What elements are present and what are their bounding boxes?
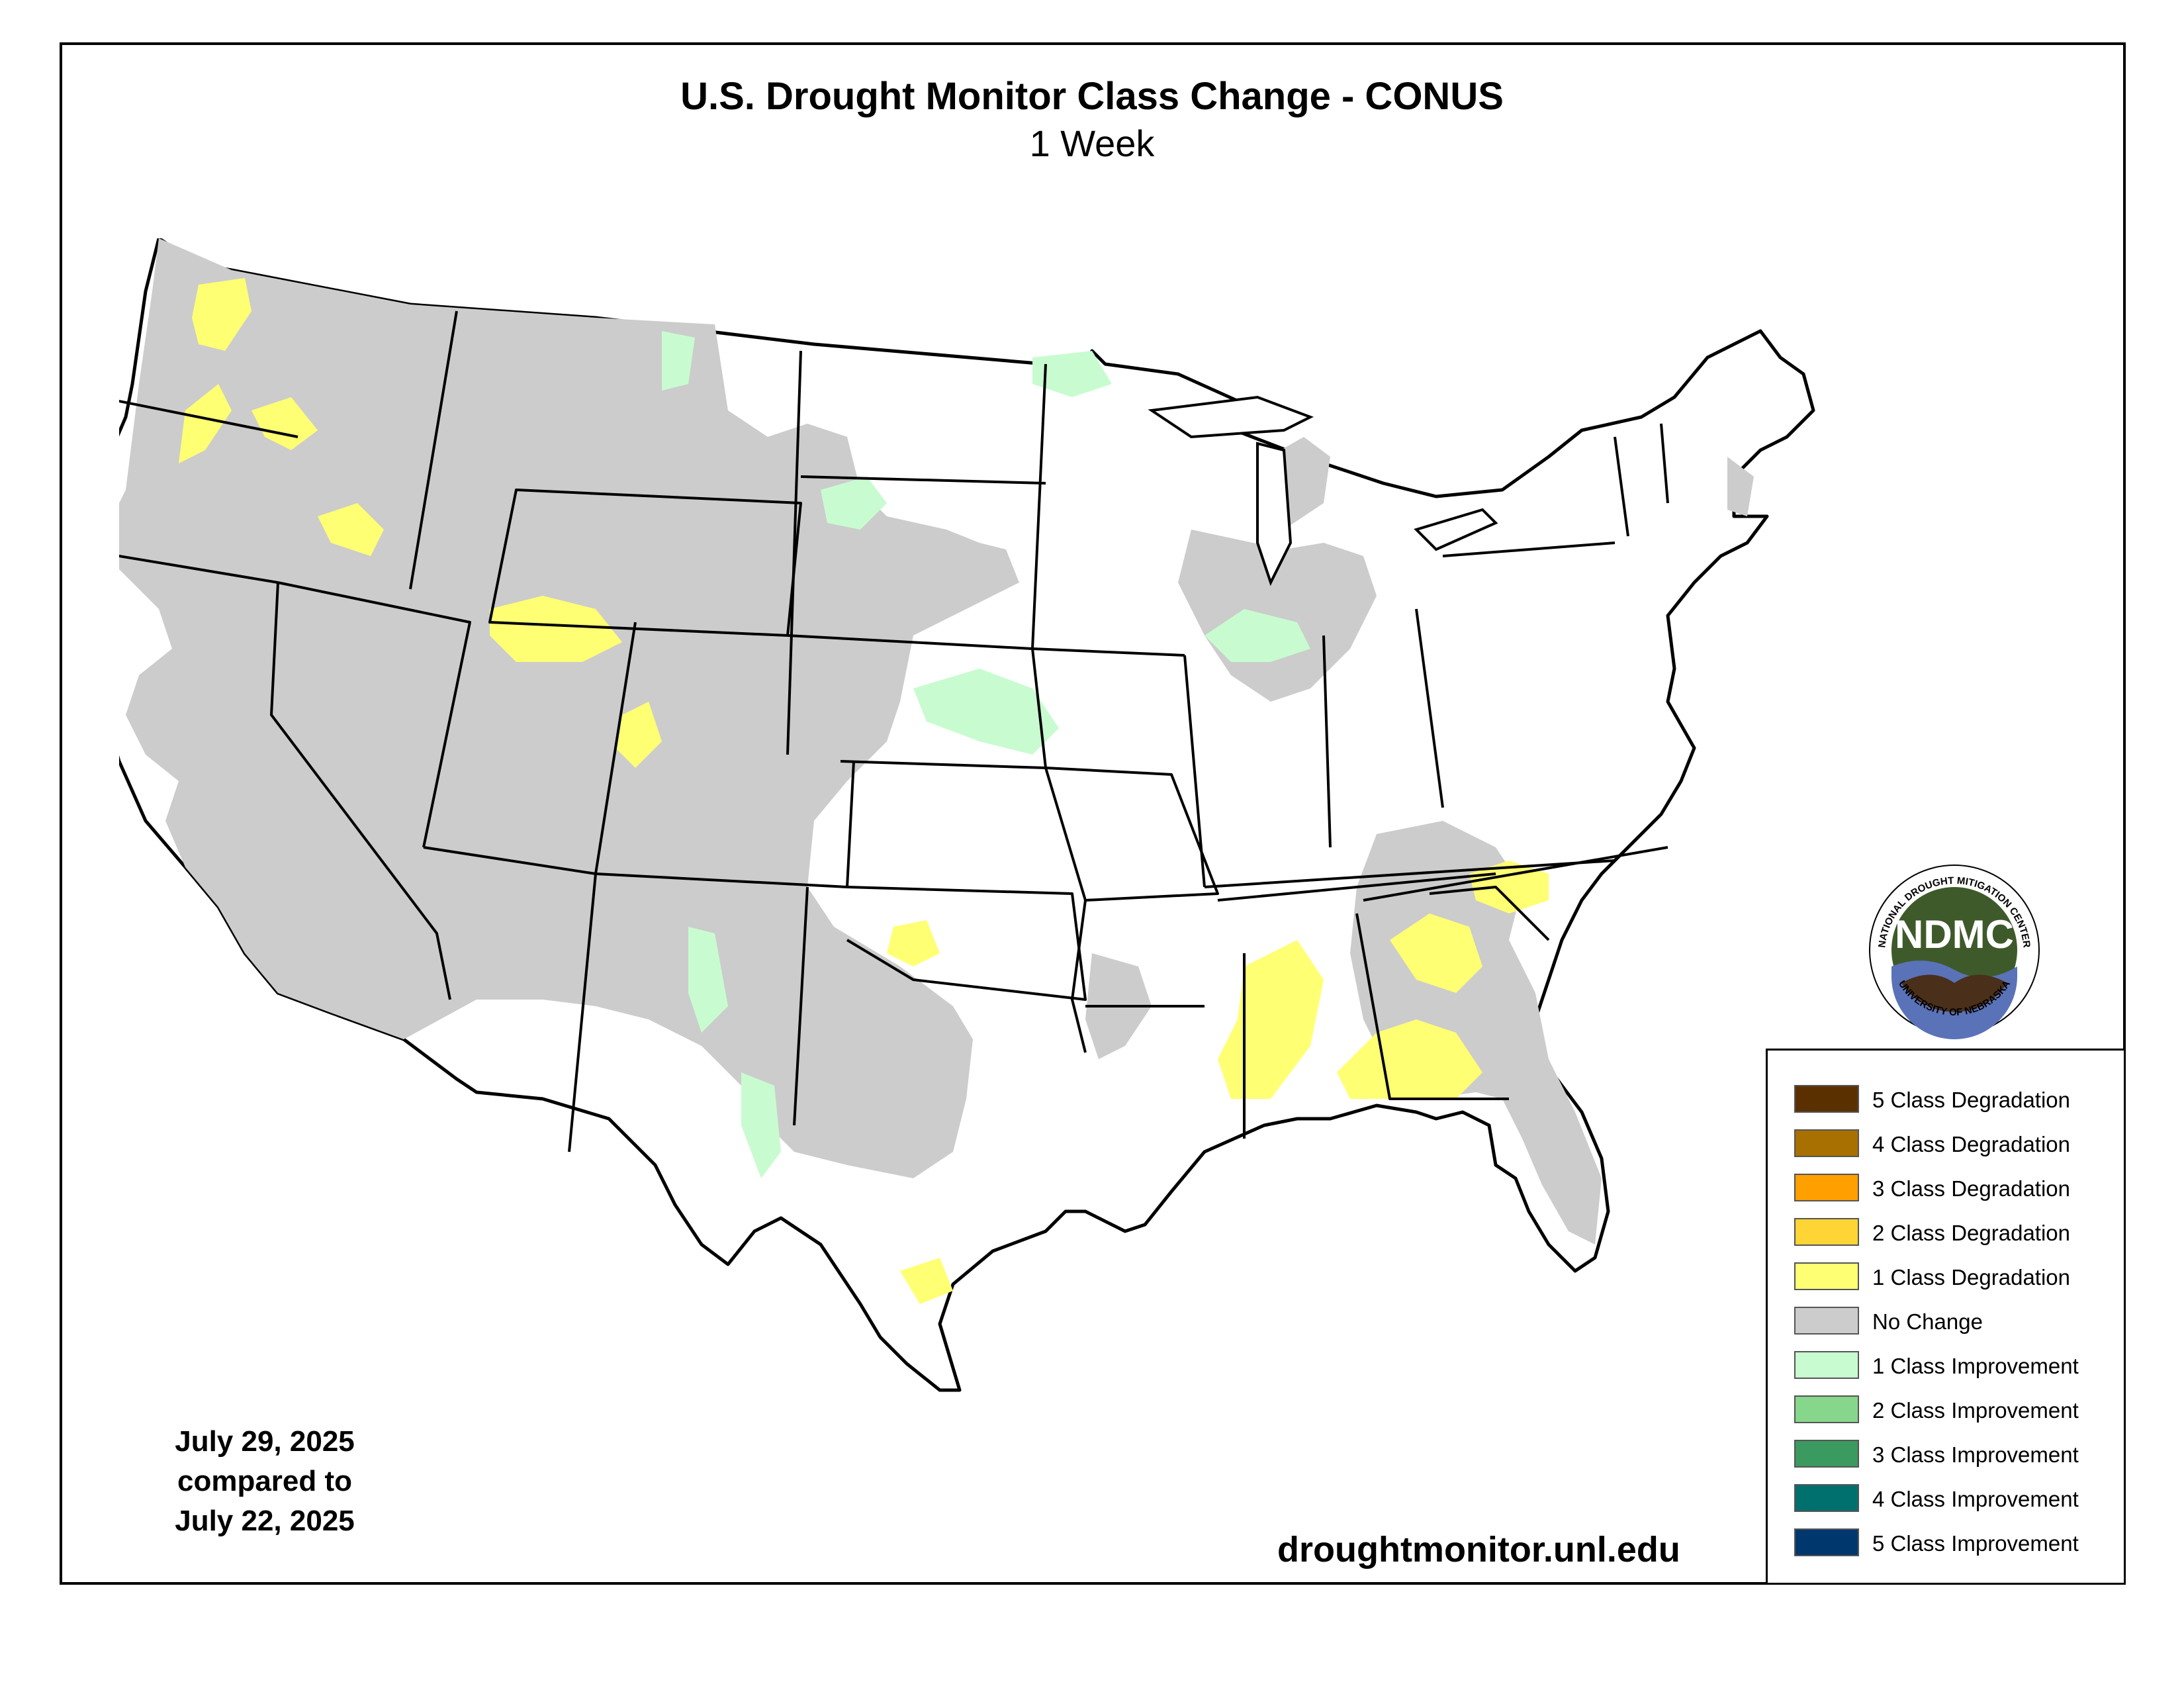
border-id-mt: [409, 310, 458, 590]
date-compared-label: compared to: [177, 1465, 353, 1497]
border-in-oh: [1322, 635, 1332, 848]
border-mississippi: [1031, 363, 1087, 1053]
border-oh-pa: [1415, 608, 1444, 808]
border-nv-ut: [277, 581, 471, 848]
logo-acronym: NDMC: [1895, 912, 2014, 957]
deg-id: [318, 503, 384, 556]
border-mo: [1045, 767, 1219, 902]
nc-west: [119, 238, 1019, 1178]
imp-nd: [1032, 351, 1112, 397]
border-va-nc: [1363, 846, 1668, 902]
border-sd-ne: [787, 634, 1033, 650]
legend-swatch: [1794, 1440, 1859, 1468]
conus-map: [119, 238, 1815, 1392]
map-subtitle: 1 Week: [1029, 122, 1155, 164]
legend-label: 5 Class Degradation: [1872, 1088, 2070, 1112]
legend-label: 2 Class Improvement: [1872, 1398, 2079, 1423]
border-tn-ms: [1217, 872, 1496, 902]
imp-sd: [821, 477, 887, 530]
imp-tx: [741, 1072, 781, 1178]
legend-swatch: [1794, 1528, 1859, 1556]
nc-new-england: [1727, 457, 1754, 516]
deg-ga: [1390, 914, 1482, 993]
date-previous: July 22, 2025: [175, 1505, 355, 1537]
border-wa-or: [119, 399, 298, 438]
border-il-in: [1183, 655, 1206, 888]
imp-nm: [688, 927, 728, 1033]
lake-superior: [1148, 395, 1314, 439]
legend-label: 3 Class Improvement: [1872, 1442, 2079, 1467]
border-nm-tx: [793, 886, 809, 1126]
legend: 5 Class Degradation 4 Class Degradation …: [1766, 1049, 2126, 1585]
legend-label: 1 Class Degradation: [1872, 1265, 2070, 1289]
legend-label: 4 Class Degradation: [1872, 1132, 2070, 1156]
legend-label: 4 Class Improvement: [1872, 1487, 2079, 1511]
imp-nebraska: [913, 669, 1059, 755]
border-ca-nv: [270, 582, 451, 1000]
deg-wy: [490, 596, 622, 662]
legend-label: No Change: [1872, 1309, 1983, 1334]
deg-wa: [192, 278, 251, 351]
legend-swatch: [1794, 1129, 1859, 1157]
improvement-regions: [662, 331, 1310, 1178]
legend-label: 1 Class Improvement: [1872, 1354, 2079, 1378]
legend-label: 5 Class Improvement: [1872, 1531, 2079, 1556]
website-url: droughtmonitor.unl.edu: [1277, 1530, 1680, 1570]
deg-or-1: [179, 384, 232, 463]
border-ny-ne: [1614, 436, 1629, 537]
border-ky-tn: [1204, 859, 1615, 888]
border-ks-ne: [840, 760, 1046, 769]
border-al-ga: [1355, 913, 1509, 1100]
legend-label: 2 Class Degradation: [1872, 1221, 2070, 1245]
deg-al-ga: [1337, 1019, 1482, 1099]
legend-label: 3 Class Degradation: [1872, 1176, 2070, 1201]
deg-ok: [887, 920, 940, 966]
border-mt-dak: [786, 350, 802, 755]
border-mn-ia: [1032, 647, 1185, 657]
legend-swatch: [1794, 1262, 1859, 1290]
great-lakes: [1148, 395, 1498, 586]
date-current: July 29, 2025: [175, 1425, 355, 1458]
border-ok: [846, 886, 1087, 1001]
lake-erie: [1414, 508, 1498, 551]
border-nd-sd: [800, 475, 1046, 485]
border-vt-nh: [1660, 423, 1669, 504]
border-or-ca: [119, 554, 279, 584]
legend-swatch: [1794, 1484, 1859, 1512]
border-pa-ny: [1442, 541, 1615, 557]
imp-montana: [662, 331, 695, 391]
state-borders: [119, 310, 1669, 1152]
legend-swatch: [1794, 1307, 1859, 1335]
lake-michigan: [1256, 442, 1293, 586]
imp-illinois: [1205, 609, 1310, 662]
border-nc-sc: [1429, 886, 1550, 941]
ndmc-logo: NDMC NATIONAL DROUGHT MITIGATION CENTER …: [1869, 865, 2040, 1039]
legend-swatch: [1794, 1174, 1859, 1201]
map-title: U.S. Drought Monitor Class Change - CONU…: [680, 75, 1504, 118]
legend-swatch: [1794, 1351, 1859, 1379]
border-az-nm: [568, 873, 597, 1152]
legend-swatch: [1794, 1085, 1859, 1113]
deg-co: [615, 702, 662, 768]
deg-or-2: [251, 397, 318, 450]
deg-tx-coast: [900, 1258, 953, 1304]
legend-swatch: [1794, 1218, 1859, 1246]
legend-swatch: [1794, 1395, 1859, 1423]
